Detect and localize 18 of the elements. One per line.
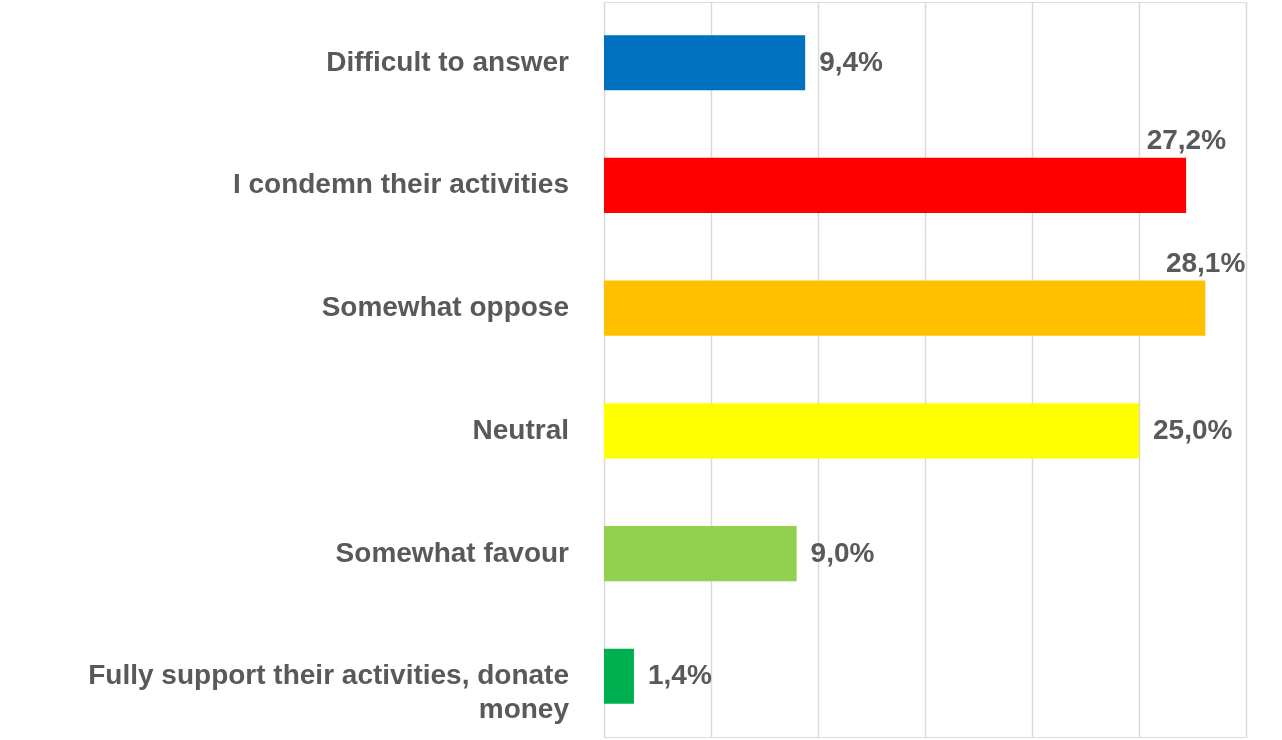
data-label: 28,1% [1165, 247, 1246, 279]
bar [604, 403, 1139, 459]
data-label: 1,4% [647, 659, 712, 691]
y-tick-label: Neutral [472, 413, 569, 445]
y-tick-label: Fully support their activities, donate money [88, 659, 570, 725]
data-label: 9,4% [819, 45, 884, 77]
bar [604, 648, 634, 704]
y-tick-label: Somewhat oppose [321, 291, 569, 323]
data-label: 9,0% [810, 536, 875, 568]
bar [604, 525, 797, 582]
bar [604, 157, 1187, 214]
data-label: 25,0% [1153, 413, 1233, 445]
y-tick-label: I condemn their activities [232, 168, 569, 200]
bar [604, 280, 1206, 336]
y-tick-label: Somewhat favour [335, 536, 570, 568]
data-label: 27,2% [1146, 124, 1227, 156]
y-tick-label: Difficult to answer [326, 45, 570, 77]
bar [604, 35, 806, 91]
